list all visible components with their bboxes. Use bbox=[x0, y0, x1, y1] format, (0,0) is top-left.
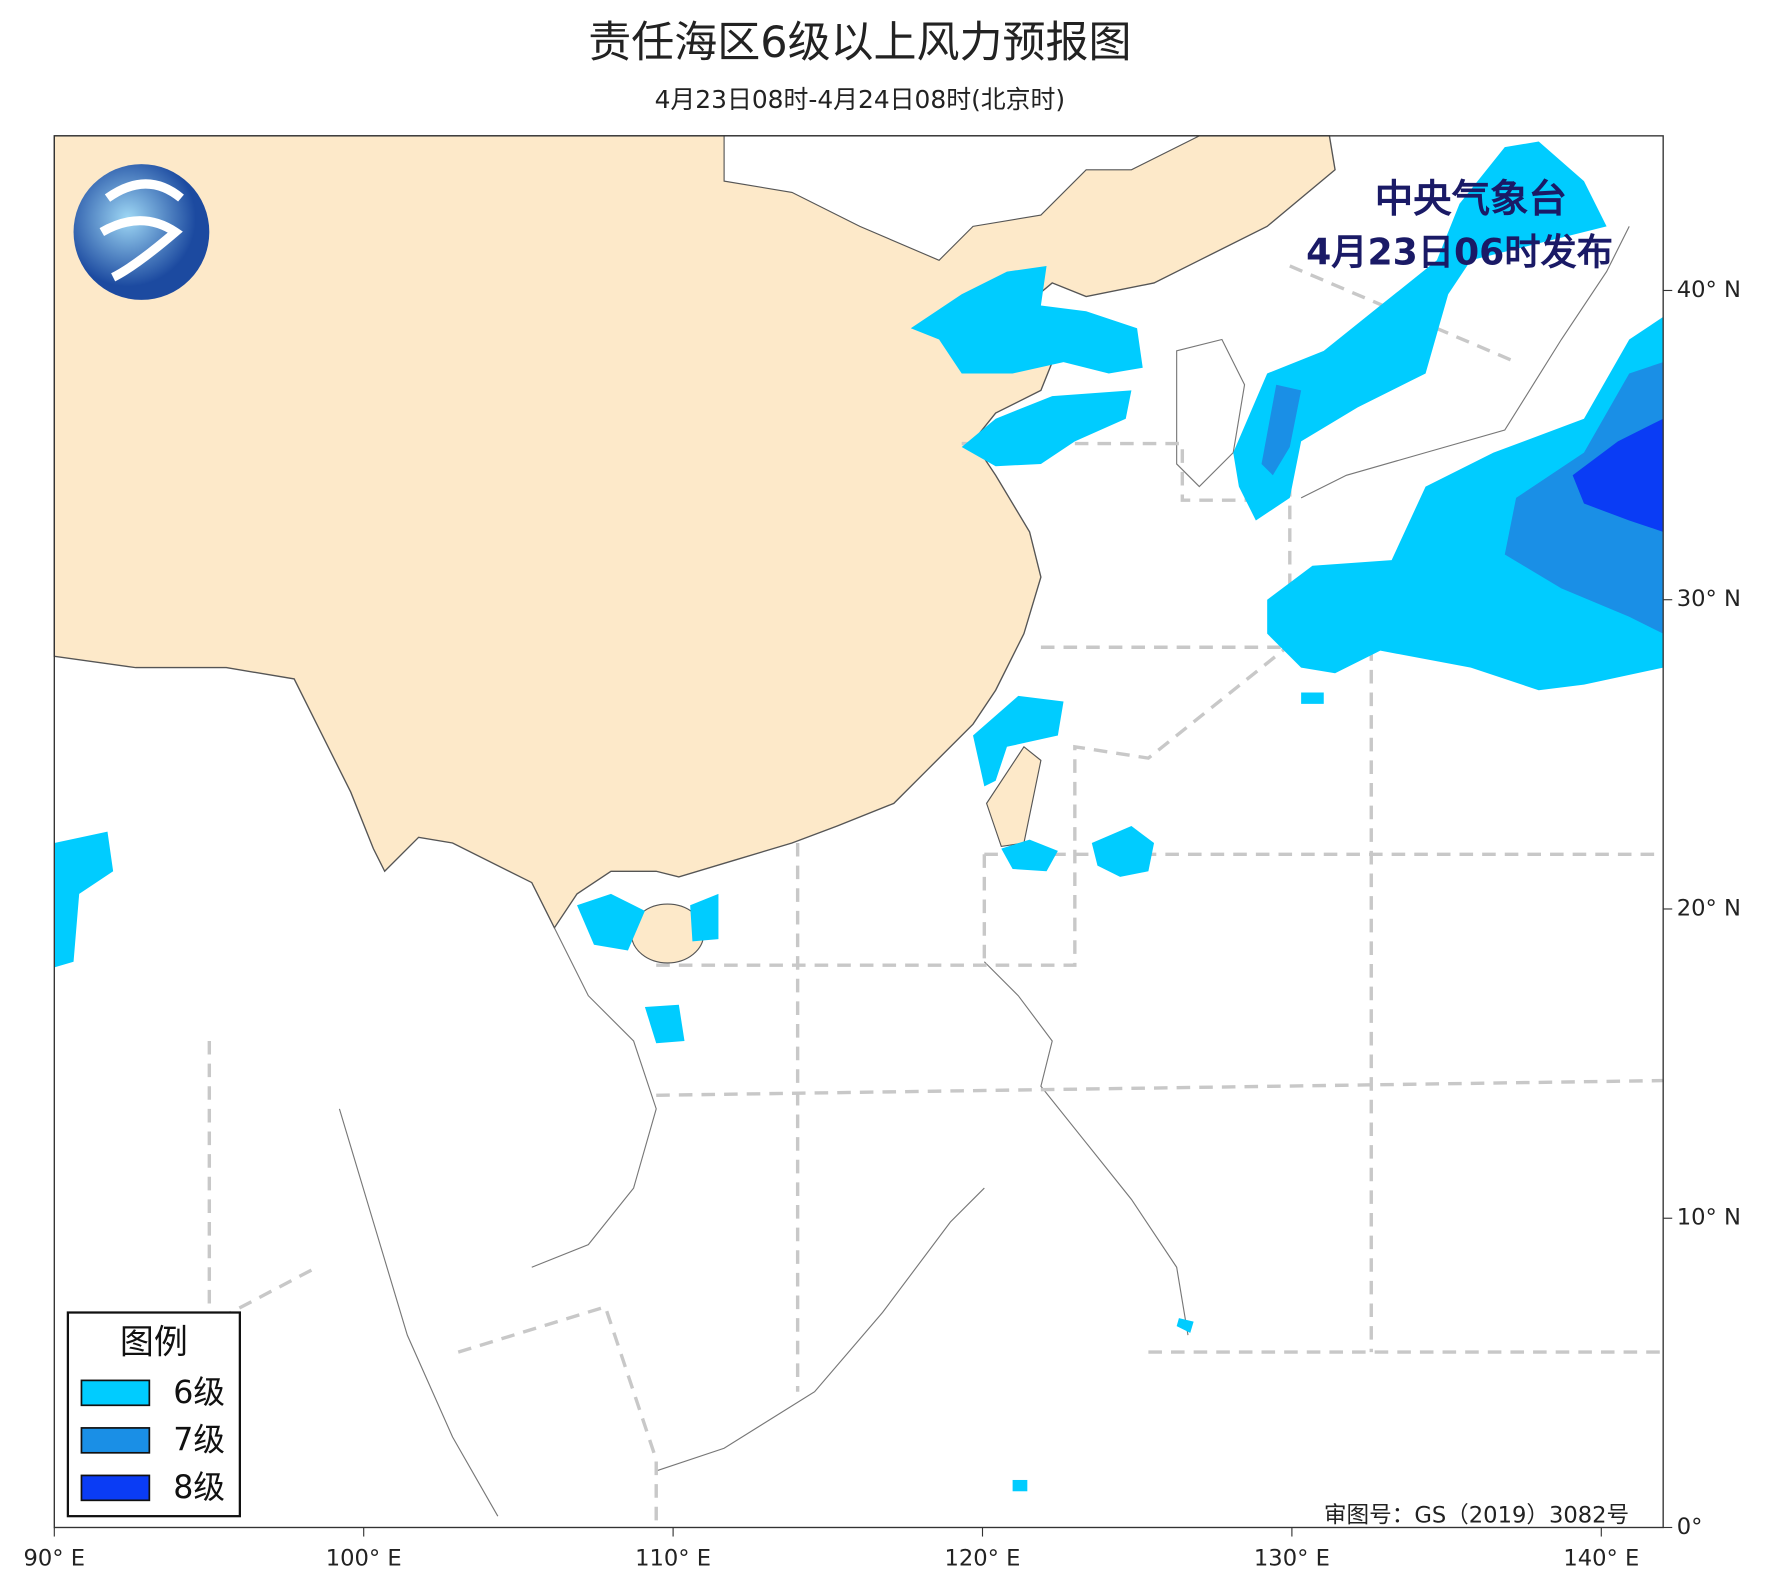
sea-area-borders bbox=[207, 264, 1664, 1528]
x-tick-label: 130° E bbox=[1254, 1546, 1330, 1572]
wind-area bbox=[1233, 141, 1607, 521]
issue-time: 4月23日06时发布 bbox=[1306, 231, 1613, 274]
logo bbox=[73, 164, 210, 300]
wind-area bbox=[973, 695, 1064, 787]
legend-swatch bbox=[80, 1379, 151, 1407]
wind-area bbox=[1572, 418, 1664, 532]
legend-swatch bbox=[80, 1427, 151, 1454]
publisher: 中央气象台 bbox=[1375, 177, 1567, 222]
wind-area bbox=[54, 831, 114, 968]
x-tick-label: 120° E bbox=[945, 1546, 1021, 1572]
legend-label: 7级 bbox=[173, 1422, 225, 1458]
taiwan bbox=[985, 745, 1042, 848]
title: 责任海区6级以上风力预报图 bbox=[588, 18, 1131, 68]
wind-area bbox=[644, 1004, 685, 1044]
wind-area bbox=[1001, 839, 1058, 872]
wind-area bbox=[577, 893, 645, 951]
legend-title: 图例 bbox=[120, 1323, 188, 1363]
wind-area bbox=[910, 265, 1143, 374]
map-area bbox=[53, 135, 1664, 1528]
review-number: 审图号：GS（2019）3082号 bbox=[1324, 1503, 1629, 1529]
x-tick-label: 110° E bbox=[635, 1546, 711, 1572]
y-tick-label: 30° N bbox=[1677, 586, 1741, 612]
x-tick-label: 90° E bbox=[24, 1546, 86, 1572]
legend-swatch bbox=[80, 1474, 151, 1502]
subtitle: 4月23日08时-4月24日08时(北京时) bbox=[655, 85, 1066, 114]
x-tick-label: 140° E bbox=[1563, 1546, 1639, 1572]
y-tick-label: 20° N bbox=[1677, 895, 1741, 921]
china-land bbox=[53, 135, 1336, 930]
wind-area bbox=[1301, 692, 1324, 704]
y-tick-label: 40° N bbox=[1677, 277, 1741, 303]
y-tick-label: 10° N bbox=[1677, 1205, 1741, 1231]
legend-label: 8级 bbox=[173, 1470, 225, 1506]
mongolia bbox=[723, 135, 1200, 261]
logo-mark bbox=[99, 179, 184, 282]
wind-area bbox=[1261, 384, 1302, 476]
wind-area bbox=[1091, 826, 1155, 877]
legend: 图例 6级 7级 8级 bbox=[66, 1311, 241, 1518]
wind-area bbox=[1267, 316, 1664, 691]
wind-area bbox=[1012, 1479, 1028, 1492]
wind-area bbox=[1176, 1318, 1194, 1333]
wind-area bbox=[961, 390, 1132, 467]
map-frame bbox=[53, 135, 1664, 1529]
wind-area bbox=[690, 893, 719, 942]
legend-label: 6级 bbox=[173, 1375, 225, 1411]
x-tick-label: 100° E bbox=[326, 1546, 402, 1572]
y-tick-label: 0° bbox=[1677, 1514, 1703, 1540]
wind-areas bbox=[54, 141, 1664, 1492]
